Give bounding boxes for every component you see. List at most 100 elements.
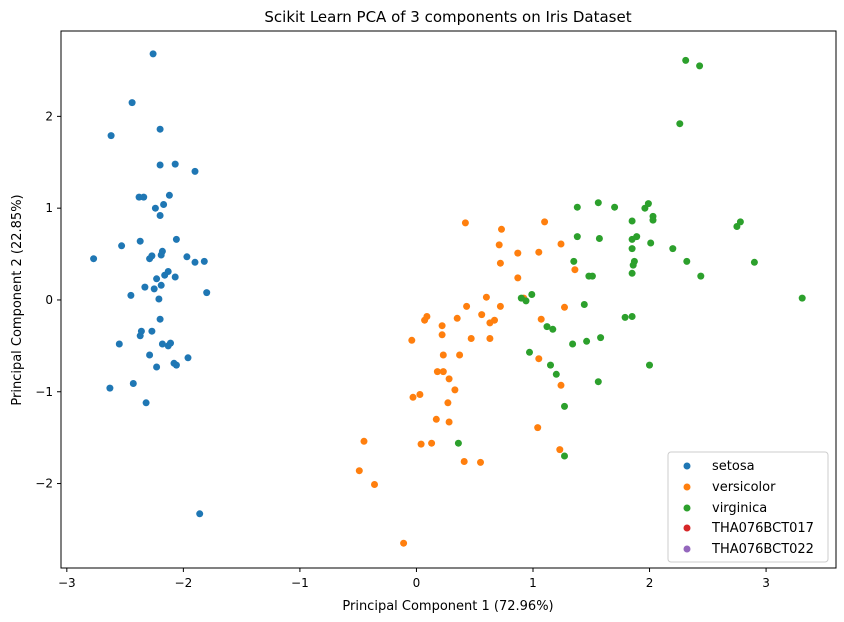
point-versicolor-2 bbox=[498, 225, 505, 233]
point-versicolor-33 bbox=[557, 381, 565, 389]
point-versicolor-27 bbox=[456, 351, 464, 359]
point-versicolor-5 bbox=[535, 248, 543, 256]
point-versicolor-21 bbox=[486, 319, 494, 327]
point-versicolor-32 bbox=[445, 375, 453, 383]
point-setosa-4 bbox=[156, 161, 164, 169]
point-versicolor-48 bbox=[371, 481, 378, 488]
x-axis-label: Principal Component 1 (72.96%) bbox=[342, 599, 553, 614]
point-virginica-47 bbox=[454, 439, 462, 447]
point-versicolor-7 bbox=[496, 259, 504, 267]
point-virginica-28 bbox=[697, 272, 705, 280]
legend: setosa versicolor virginica THA076BCT017… bbox=[667, 451, 829, 563]
point-virginica-13 bbox=[573, 233, 581, 241]
point-versicolor-8 bbox=[571, 266, 579, 274]
point-setosa-37 bbox=[136, 332, 144, 340]
y-tick-label: 2 bbox=[45, 109, 53, 123]
point-setosa-14 bbox=[136, 237, 144, 245]
point-versicolor-15 bbox=[478, 311, 486, 319]
point-virginica-37 bbox=[549, 325, 557, 333]
point-virginica-24 bbox=[629, 261, 637, 269]
point-virginica-36 bbox=[543, 323, 551, 331]
point-versicolor-49 bbox=[400, 539, 408, 547]
point-virginica-6 bbox=[573, 203, 581, 211]
x-tick-label: 0 bbox=[413, 576, 421, 590]
point-setosa-33 bbox=[203, 289, 211, 297]
point-virginica-44 bbox=[552, 370, 560, 378]
point-virginica-39 bbox=[583, 337, 591, 345]
point-virginica-16 bbox=[628, 235, 636, 243]
point-setosa-6 bbox=[191, 167, 199, 175]
point-versicolor-37 bbox=[444, 399, 452, 407]
point-virginica-5 bbox=[611, 203, 619, 211]
point-setosa-49 bbox=[142, 399, 150, 407]
point-virginica-1 bbox=[696, 62, 704, 70]
point-versicolor-11 bbox=[482, 293, 490, 301]
point-setosa-32 bbox=[155, 295, 163, 303]
point-virginica-38 bbox=[597, 334, 605, 342]
point-setosa-23 bbox=[90, 255, 98, 263]
point-versicolor-31 bbox=[439, 368, 447, 376]
point-setosa-40 bbox=[167, 339, 174, 347]
legend-marker-tha076bct022 bbox=[683, 545, 691, 553]
point-versicolor-42 bbox=[428, 439, 436, 447]
point-setosa-0 bbox=[149, 50, 157, 58]
point-virginica-17 bbox=[647, 239, 655, 247]
point-versicolor-28 bbox=[439, 351, 447, 359]
x-tick-label: −3 bbox=[58, 576, 76, 590]
y-tick-label: 0 bbox=[45, 293, 53, 307]
point-setosa-47 bbox=[129, 380, 137, 387]
point-setosa-38 bbox=[158, 340, 166, 348]
point-virginica-31 bbox=[528, 291, 536, 298]
legend-marker-tha076bct017 bbox=[683, 524, 691, 532]
point-setosa-13 bbox=[172, 235, 180, 243]
point-virginica-25 bbox=[628, 269, 636, 277]
point-versicolor-46 bbox=[477, 458, 484, 466]
point-setosa-42 bbox=[184, 354, 192, 362]
y-tick-label: −1 bbox=[35, 385, 53, 399]
point-setosa-29 bbox=[150, 285, 158, 293]
point-virginica-9 bbox=[649, 216, 657, 224]
point-setosa-28 bbox=[157, 281, 165, 289]
point-setosa-43 bbox=[146, 351, 154, 359]
point-virginica-30 bbox=[798, 294, 806, 302]
point-setosa-17 bbox=[157, 251, 165, 259]
point-virginica-15 bbox=[595, 235, 603, 242]
plot-frame bbox=[60, 30, 837, 569]
point-setosa-36 bbox=[148, 327, 156, 335]
x-tick-label: −1 bbox=[291, 576, 309, 590]
points-layer bbox=[90, 50, 806, 547]
point-versicolor-9 bbox=[514, 274, 522, 282]
point-virginica-23 bbox=[750, 258, 758, 266]
point-versicolor-22 bbox=[438, 322, 446, 330]
point-virginica-46 bbox=[561, 402, 568, 410]
point-setosa-8 bbox=[140, 193, 148, 201]
point-versicolor-18 bbox=[453, 314, 461, 322]
point-versicolor-29 bbox=[535, 355, 543, 363]
point-virginica-34 bbox=[621, 313, 629, 321]
legend-label-virginica: virginica bbox=[712, 501, 767, 516]
legend-label-versicolor: versicolor bbox=[712, 480, 776, 495]
point-versicolor-13 bbox=[496, 302, 504, 310]
legend-label-setosa: setosa bbox=[712, 459, 755, 474]
legend-marker-virginica bbox=[683, 504, 691, 512]
x-tick-label: −2 bbox=[175, 576, 193, 590]
point-setosa-11 bbox=[151, 204, 159, 212]
point-setosa-3 bbox=[156, 125, 164, 133]
point-virginica-12 bbox=[733, 223, 741, 230]
point-versicolor-0 bbox=[461, 219, 469, 227]
point-setosa-34 bbox=[156, 315, 164, 323]
point-versicolor-39 bbox=[445, 418, 453, 426]
point-setosa-2 bbox=[107, 132, 115, 140]
point-setosa-48 bbox=[106, 384, 114, 392]
point-virginica-0 bbox=[682, 56, 690, 64]
point-setosa-45 bbox=[172, 361, 180, 369]
point-virginica-2 bbox=[676, 120, 684, 128]
point-virginica-20 bbox=[570, 257, 578, 265]
point-versicolor-1 bbox=[541, 218, 549, 226]
x-tick-label: 2 bbox=[646, 576, 654, 590]
point-virginica-33 bbox=[580, 301, 588, 308]
point-virginica-7 bbox=[641, 204, 649, 212]
point-setosa-31 bbox=[127, 291, 135, 299]
point-versicolor-47 bbox=[355, 467, 363, 475]
